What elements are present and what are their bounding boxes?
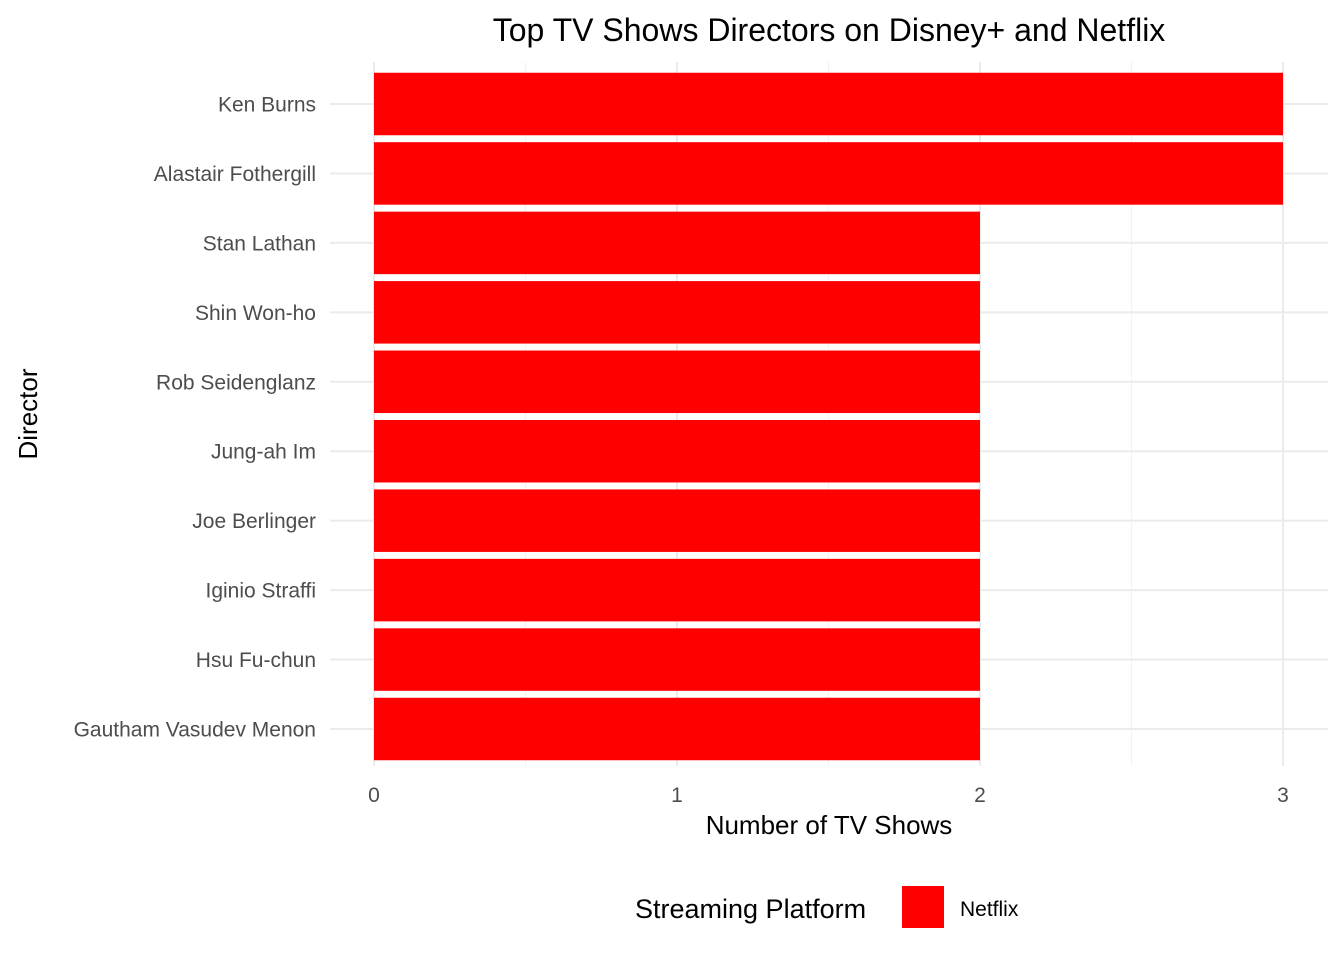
legend-title: Streaming Platform	[635, 894, 866, 924]
y-tick-label: Stan Lathan	[203, 232, 316, 255]
bar-ken-burns	[374, 72, 1283, 136]
x-tick-label: 2	[974, 784, 986, 807]
bar-rob-seidenglanz	[374, 350, 980, 414]
x-tick-label: 1	[671, 784, 683, 807]
x-tick-labels: 0 1 2 3	[368, 784, 1289, 807]
bar-stan-lathan	[374, 211, 980, 275]
bar-alastair-fothergill	[374, 142, 1283, 205]
bars	[374, 72, 1283, 761]
y-tick-label: Hsu Fu-chun	[196, 649, 316, 672]
legend: Streaming Platform Netflix	[635, 886, 1019, 928]
bar-jung-ah-im	[374, 419, 980, 483]
y-tick-label: Shin Won-ho	[195, 302, 316, 325]
chart-title: Top TV Shows Directors on Disney+ and Ne…	[493, 12, 1166, 48]
x-axis-title: Number of TV Shows	[706, 810, 953, 840]
x-tick-label: 0	[368, 784, 380, 807]
bar-iginio-straffi	[374, 558, 980, 622]
bar-joe-berlinger	[374, 489, 980, 552]
legend-swatch-netflix	[902, 886, 944, 928]
y-tick-label: Iginio Straffi	[205, 580, 316, 603]
x-tick-label: 3	[1277, 784, 1289, 807]
bar-hsu-fu-chun	[374, 628, 980, 691]
y-tick-label: Alastair Fothergill	[154, 163, 316, 186]
bar-gautham-vasudev-menon	[374, 697, 980, 761]
bar-shin-won-ho	[374, 281, 980, 344]
y-tick-label: Gautham Vasudev Menon	[74, 719, 316, 742]
y-tick-label: Jung-ah Im	[211, 441, 316, 464]
y-tick-label: Ken Burns	[218, 94, 316, 117]
y-tick-label: Joe Berlinger	[192, 510, 316, 533]
y-tick-label: Rob Seidenglanz	[156, 371, 316, 394]
y-tick-labels: Ken Burns Alastair Fothergill Stan Lathan S…	[74, 94, 316, 742]
y-axis-title: Director	[13, 368, 43, 459]
legend-label-netflix: Netflix	[960, 898, 1019, 921]
